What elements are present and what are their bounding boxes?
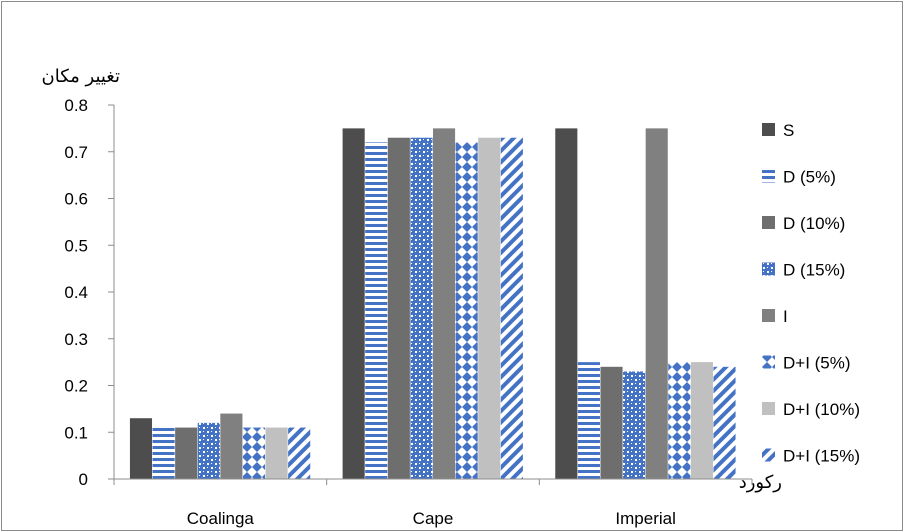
y-tick-label: 0.3: [64, 330, 88, 349]
bar-s-cape: [343, 128, 365, 479]
legend-label: D (5%): [783, 168, 836, 187]
y-tick-label: 0.6: [64, 190, 88, 209]
bar-i-coalinga: [220, 414, 242, 479]
x-tick-label: Imperial: [615, 509, 675, 528]
y-tick-label: 0.8: [64, 96, 88, 115]
y-tick-label: 0.2: [64, 377, 88, 396]
legend-label: D+I (5%): [783, 354, 851, 373]
x-axis-label: رکورد: [739, 472, 782, 493]
y-tick-label: 0.1: [64, 423, 88, 442]
y-tick-label: 0.4: [64, 283, 88, 302]
bar-d-5-cape: [365, 142, 387, 479]
y-axis: 0 0.1 0.2 0.3 0.4 0.5 0.6 0.7 0.8: [64, 96, 114, 489]
legend-label: D+I (10%): [783, 400, 860, 419]
legend-label: I: [783, 307, 788, 326]
y-tick-label: 0.7: [64, 143, 88, 162]
legend-label: S: [783, 121, 794, 140]
legend-label: D (10%): [783, 214, 845, 233]
legend: S D (5%) D (10%) D (15%) I D+I (5%) D+I (10%) D…: [762, 121, 860, 466]
legend-swatch: [762, 216, 775, 229]
bar-d-15-coalinga: [198, 423, 220, 479]
bar-d-i-5-imperial: [668, 362, 690, 479]
legend-label: D+I (15%): [783, 447, 860, 466]
bar-d-10-cape: [388, 138, 410, 479]
bar-d-15-cape: [410, 138, 432, 479]
y-axis-label: تغییر مکان: [42, 66, 121, 87]
legend-swatch: [762, 263, 775, 276]
bar-d-5-coalinga: [153, 428, 175, 479]
x-axis: Coalinga Cape Imperial: [187, 509, 676, 528]
legend-swatch: [762, 402, 775, 415]
bar-d-i-5-cape: [456, 142, 478, 479]
bar-i-cape: [433, 128, 455, 479]
bar-i-imperial: [646, 128, 668, 479]
bar-d-i-15-coalinga: [288, 428, 310, 479]
x-tick-label: Coalinga: [187, 509, 255, 528]
bar-d-i-10-coalinga: [266, 428, 288, 479]
bar-d-10-coalinga: [175, 428, 197, 479]
legend-swatch: [762, 309, 775, 322]
bar-d-i-15-cape: [501, 138, 523, 479]
bar-d-i-15-imperial: [713, 367, 735, 479]
legend-swatch: [762, 449, 775, 462]
y-tick-label: 0.5: [64, 236, 88, 255]
bar-s-imperial: [555, 128, 577, 479]
bar-d-i-5-coalinga: [243, 428, 265, 479]
bar-d-10-imperial: [600, 367, 622, 479]
bar-d-5-imperial: [578, 362, 600, 479]
legend-swatch: [762, 170, 775, 183]
legend-swatch: [762, 356, 775, 369]
x-tick-label: Cape: [413, 509, 454, 528]
legend-label: D (15%): [783, 261, 845, 280]
legend-swatch: [762, 123, 775, 136]
bar-d-15-imperial: [623, 371, 645, 479]
bar-s-coalinga: [130, 418, 152, 479]
y-tick-label: 0: [79, 470, 88, 489]
bar-d-i-10-cape: [478, 138, 500, 479]
bar-d-i-10-imperial: [691, 362, 713, 479]
bars: [130, 128, 736, 479]
